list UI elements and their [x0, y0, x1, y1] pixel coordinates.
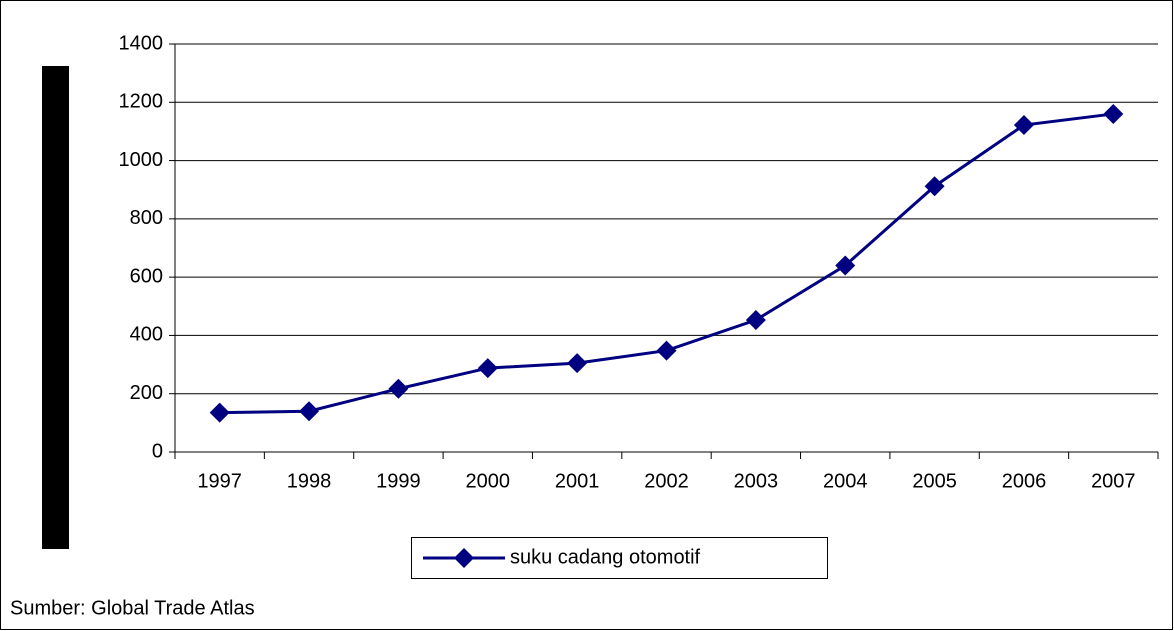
- x-tick-label: 1999: [376, 470, 421, 492]
- y-tick-label: 1400: [119, 32, 164, 54]
- legend-marker: [454, 548, 474, 568]
- x-tick-label: 1998: [287, 470, 332, 492]
- x-tick-label: 2003: [734, 470, 779, 492]
- data-point: [835, 255, 856, 276]
- data-point: [745, 309, 766, 330]
- y-tick-label: 1200: [119, 91, 164, 113]
- x-tick-label: 1997: [197, 470, 242, 492]
- y-tick-label: 400: [130, 324, 163, 346]
- data-point: [477, 358, 498, 379]
- x-tick-label: 2004: [823, 470, 868, 492]
- x-tick-label: 2006: [1002, 470, 1047, 492]
- x-tick-label: 2002: [644, 470, 689, 492]
- axis-title-bar: [42, 66, 69, 549]
- data-point: [299, 401, 320, 422]
- y-tick-label: 800: [130, 207, 163, 229]
- source-note: Sumber: Global Trade Atlas: [10, 597, 255, 619]
- x-tick-label: 2005: [912, 470, 957, 492]
- data-point: [209, 402, 230, 423]
- data-point: [1013, 115, 1034, 136]
- data-point: [388, 378, 409, 399]
- x-tick-label: 2007: [1091, 470, 1136, 492]
- y-tick-label: 600: [130, 265, 163, 287]
- y-tick-label: 1000: [119, 149, 164, 171]
- y-tick-label: 200: [130, 382, 163, 404]
- data-point: [1103, 103, 1124, 124]
- data-point: [924, 176, 945, 197]
- data-point: [567, 353, 588, 374]
- y-tick-label: 0: [152, 440, 163, 462]
- x-tick-label: 2000: [466, 470, 511, 492]
- x-tick-label: 2001: [555, 470, 600, 492]
- data-point: [656, 340, 677, 361]
- legend-label: suku cadang otomotif: [510, 546, 701, 568]
